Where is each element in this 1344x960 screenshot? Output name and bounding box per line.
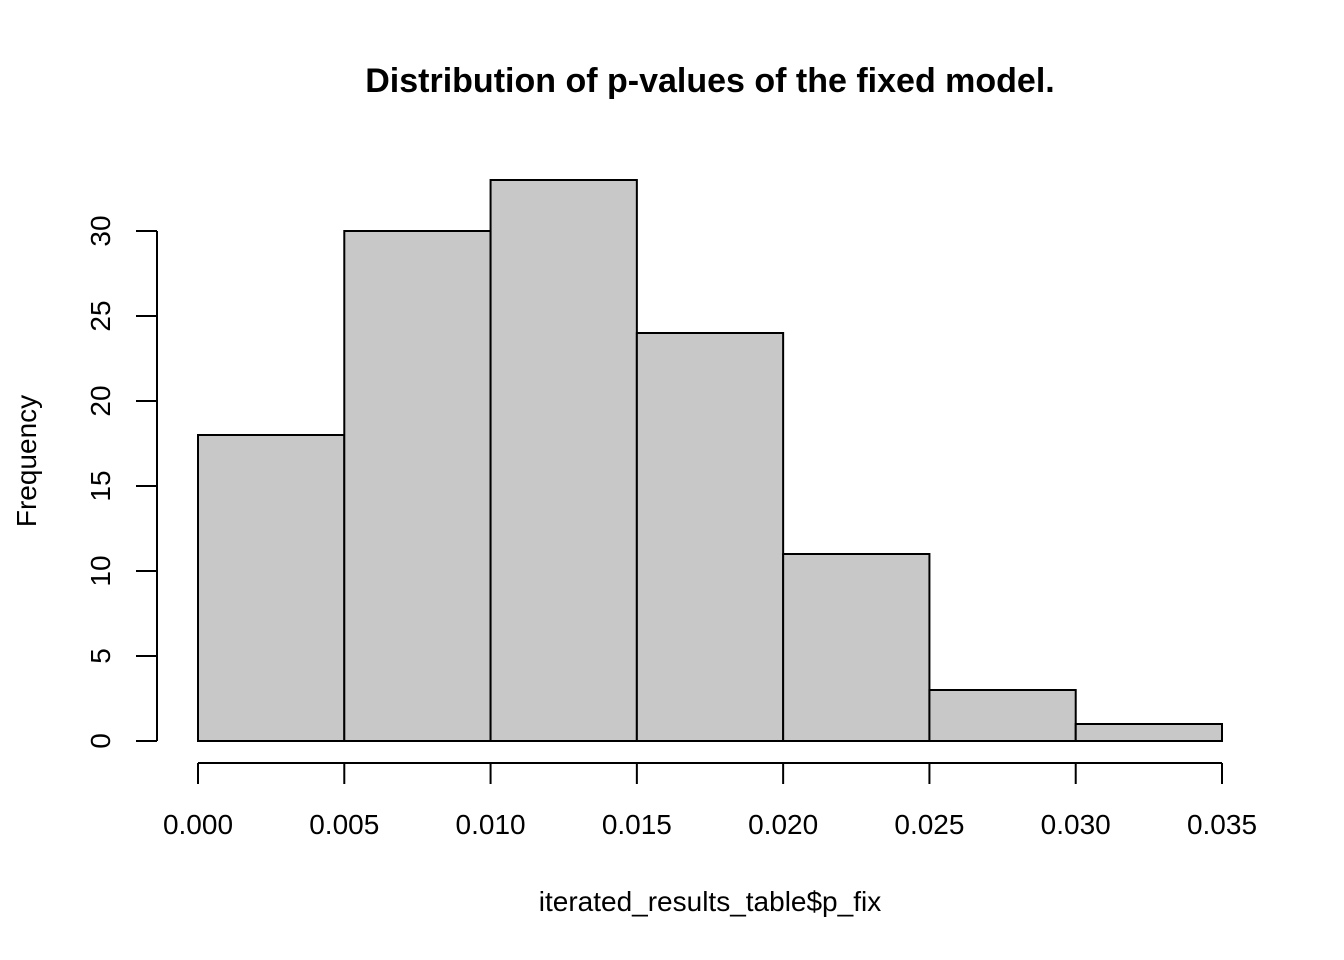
y-tick-label: 30: [85, 215, 116, 246]
y-tick-label: 5: [85, 648, 116, 664]
x-tick-label: 0.005: [309, 809, 379, 840]
y-tick-label: 0: [85, 733, 116, 749]
y-tick-label: 20: [85, 385, 116, 416]
y-tick-label: 10: [85, 555, 116, 586]
x-tick-label: 0.025: [894, 809, 964, 840]
histogram-bar-2: [489, 179, 638, 742]
histogram-bar-0: [197, 434, 346, 742]
y-tick-label: 25: [85, 300, 116, 331]
x-tick-label: 0.030: [1041, 809, 1111, 840]
y-tick-label: 15: [85, 470, 116, 501]
histogram-bar-5: [928, 689, 1077, 742]
x-tick-label: 0.010: [456, 809, 526, 840]
x-tick-label: 0.000: [163, 809, 233, 840]
y-axis: 0 5 10 15 20 25 30: [85, 215, 158, 749]
x-tick-label: 0.020: [748, 809, 818, 840]
histogram-bar-1: [343, 230, 492, 742]
histogram-bar-4: [782, 553, 931, 742]
histogram-bar-6: [1074, 723, 1223, 742]
x-tick-label: 0.015: [602, 809, 672, 840]
bars-group: [197, 179, 1223, 742]
x-tick-label: 0.035: [1187, 809, 1257, 840]
x-axis: 0.000 0.005 0.010 0.015 0.020 0.025 0.030 0.035: [163, 762, 1257, 840]
x-axis-label: iterated_results_table$p_fix: [539, 886, 881, 917]
chart-title: Distribution of p-values of the fixed mo…: [365, 62, 1054, 100]
histogram-bar-3: [635, 332, 785, 742]
y-axis-label: Frequency: [11, 395, 42, 527]
